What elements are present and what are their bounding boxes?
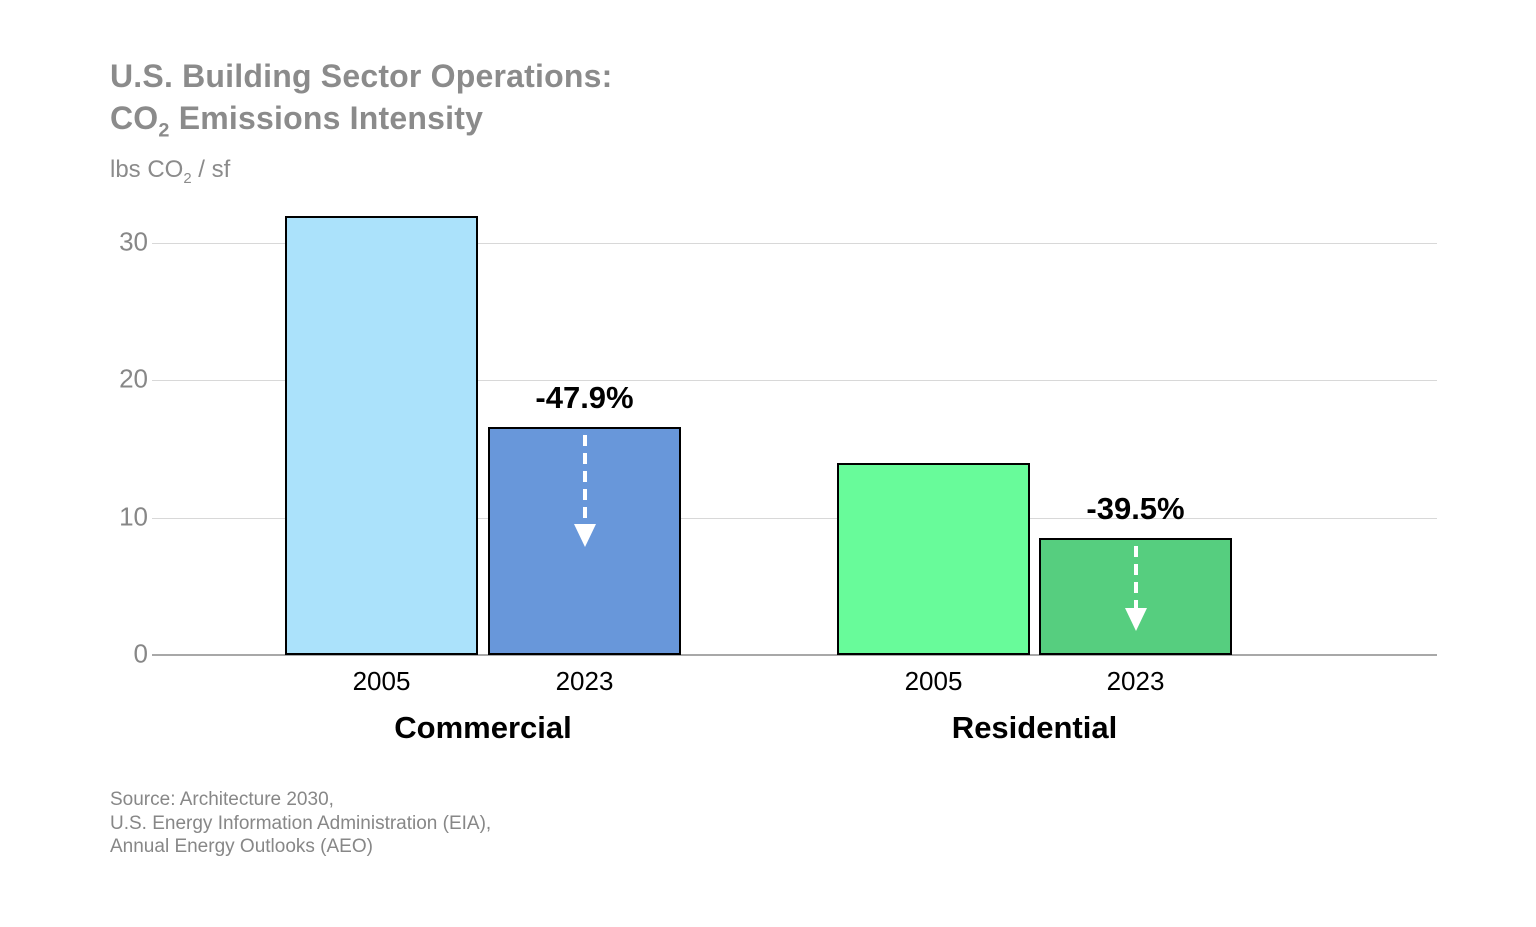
source-line: Annual Energy Outlooks (AEO) — [110, 836, 373, 857]
bar-commercial-2005 — [285, 216, 478, 655]
group-label-commercial: Commercial — [394, 710, 572, 745]
y-axis-tick-label: 30 — [119, 226, 148, 257]
x-axis-year-label: 2023 — [555, 666, 614, 696]
y-axis-tick-label: 10 — [119, 500, 148, 531]
group-label-residential: Residential — [951, 710, 1118, 745]
chart-title: U.S. Building Sector Operations: CO2 Emi… — [110, 55, 612, 151]
percent-change-label: -39.5% — [1086, 491, 1185, 526]
bar-residential-2005 — [837, 463, 1030, 655]
y-axis-tick-label: 20 — [119, 363, 148, 394]
chart-title-line2-rest: Emissions Intensity — [169, 100, 484, 136]
x-axis-year-label: 2005 — [904, 666, 963, 696]
source-line: U.S. Energy Information Administration (… — [110, 812, 492, 834]
gridline — [152, 380, 1437, 382]
x-axis-year-label: 2023 — [1106, 666, 1165, 696]
chart-title-line2: CO2 Emissions Intensity — [110, 97, 612, 151]
gridline — [152, 243, 1437, 245]
unit-label-subscript: 2 — [183, 170, 192, 187]
x-axis-baseline — [152, 654, 1437, 656]
chart-title-co: CO — [110, 100, 159, 136]
y-axis-unit-label: lbs CO2 / sf — [110, 156, 230, 187]
decrease-arrow-icon — [1133, 546, 1138, 608]
unit-label-suffix: / sf — [191, 156, 231, 183]
x-axis-year-label: 2005 — [352, 666, 411, 696]
unit-label-prefix: lbs CO — [110, 156, 184, 183]
decrease-arrow-head-icon — [1124, 608, 1147, 631]
chart-title-co2-subscript: 2 — [158, 119, 170, 142]
percent-change-label: -47.9% — [535, 380, 634, 415]
decrease-arrow-icon — [582, 435, 587, 524]
decrease-arrow-head-icon — [573, 524, 596, 547]
source-attribution: Source: Architecture 2030, U.S. Energy I… — [110, 788, 491, 859]
chart-title-line1: U.S. Building Sector Operations: — [110, 58, 613, 94]
y-axis-tick-label: 0 — [133, 638, 148, 669]
source-line: Source: Architecture 2030, — [110, 789, 334, 810]
gridline — [152, 517, 1437, 519]
